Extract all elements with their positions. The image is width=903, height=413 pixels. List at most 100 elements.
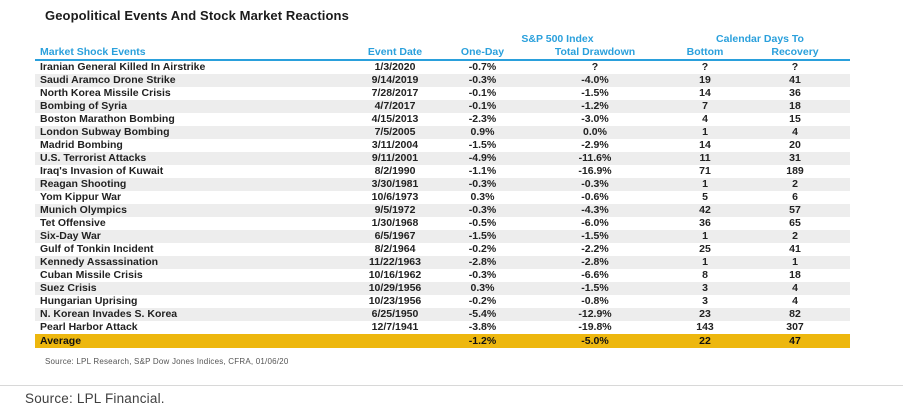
- value-cell: 3: [702, 295, 708, 307]
- value-cell: -0.1%: [468, 100, 497, 112]
- col-header-event-date: Event Date: [345, 46, 445, 61]
- event-name-cell: Saudi Aramco Drone Strike: [40, 74, 176, 86]
- value-cell: -19.8%: [578, 321, 612, 333]
- event-name-cell: Six-Day War: [40, 230, 101, 242]
- value-cell: -6.0%: [581, 217, 609, 229]
- value-cell: 0.3%: [470, 282, 495, 294]
- value-cell: -12.9%: [578, 308, 612, 320]
- value-cell: -3.8%: [468, 321, 497, 333]
- value-cell: -0.7%: [468, 61, 497, 73]
- column-header-row: Market Shock Events Event Date One-Day T…: [35, 46, 851, 61]
- spacer-cell: [345, 32, 445, 46]
- event-name-cell: Bombing of Syria: [40, 100, 127, 112]
- table-row: London Subway Bombing 7/5/2005 0.9% 0.0% 1 4: [35, 126, 851, 139]
- table-row: Six-Day War 6/5/1967 -1.5% -1.5% 1 2: [35, 230, 851, 243]
- col-header-one-day: One-Day: [445, 46, 520, 61]
- event-name-cell: Tet Offensive: [40, 217, 106, 229]
- value-cell: 15: [789, 113, 801, 125]
- value-cell: -4.9%: [468, 152, 497, 164]
- event-name-cell: Boston Marathon Bombing: [40, 113, 175, 125]
- col-header-bottom: Bottom: [670, 46, 740, 61]
- col-header-recovery: Recovery: [740, 46, 851, 61]
- value-cell: -2.2%: [581, 243, 609, 255]
- table-row: Iraq's Invasion of Kuwait 8/2/1990 -1.1% -1…: [35, 165, 850, 178]
- column-group-header-row: S&P 500 Index Calendar Days To: [35, 32, 850, 46]
- value-cell: 1: [702, 230, 708, 242]
- event-name-cell: Reagan Shooting: [40, 178, 127, 190]
- value-cell: 6/5/1967: [374, 230, 416, 242]
- value-cell: -1.2%: [581, 100, 609, 112]
- footer-divider: [0, 385, 903, 386]
- event-name-cell: Kennedy Assassination: [40, 256, 159, 268]
- value-cell: -0.1%: [468, 87, 497, 99]
- value-cell: 10/29/1956: [368, 282, 422, 294]
- table-row: Gulf of Tonkin Incident 8/2/1964 -0.2% -2.2…: [35, 243, 850, 256]
- value-cell: 4: [792, 295, 798, 307]
- value-cell: -2.8%: [581, 256, 609, 268]
- table-row: Bombing of Syria 4/7/2017 -0.1% -1.2% 7 18: [35, 100, 851, 113]
- table-source-note: Source: LPL Research, S&P Dow Jones Indi…: [45, 357, 289, 366]
- table-row: Yom Kippur War 10/6/1973 0.3% -0.6% 5 6: [35, 191, 850, 204]
- value-cell: 9/14/2019: [371, 74, 419, 86]
- value-cell: 4: [792, 126, 798, 138]
- value-cell: 19: [699, 74, 711, 86]
- value-cell: 189: [786, 165, 804, 177]
- value-cell: 7/28/2017: [371, 87, 419, 99]
- value-cell: 3/30/1981: [371, 178, 419, 190]
- value-cell: -0.8%: [581, 295, 609, 307]
- table-row: N. Korean Invades S. Korea 6/25/1950 -5.4%…: [35, 308, 851, 321]
- spacer-cell: [35, 32, 345, 46]
- value-cell: ?: [791, 61, 799, 73]
- value-cell: -2.3%: [468, 113, 497, 125]
- value-cell: 5: [702, 191, 708, 203]
- value-cell: -0.3%: [468, 74, 497, 86]
- value-cell: [345, 334, 445, 348]
- value-cell: 25: [699, 243, 711, 255]
- value-cell: 2: [792, 178, 798, 190]
- value-cell: 3/11/2004: [371, 139, 419, 151]
- value-cell: -4.0%: [581, 74, 609, 86]
- value-cell: 307: [786, 321, 804, 333]
- event-name-cell: Pearl Harbor Attack: [40, 321, 138, 333]
- col-header-market-shock-events: Market Shock Events: [35, 46, 345, 61]
- event-name-cell: Madrid Bombing: [40, 139, 123, 151]
- event-name-cell: Gulf of Tonkin Incident: [40, 243, 154, 255]
- value-cell: -5.0%: [581, 335, 609, 347]
- value-cell: 47: [789, 335, 801, 347]
- value-cell: -3.0%: [581, 113, 609, 125]
- event-name-cell: Iraq's Invasion of Kuwait: [40, 165, 164, 177]
- value-cell: -11.6%: [578, 152, 612, 164]
- value-cell: 14: [699, 139, 711, 151]
- average-row: Average -1.2% -5.0% 22 47: [35, 334, 851, 348]
- event-name-cell: Hungarian Uprising: [40, 295, 138, 307]
- value-cell: 0.9%: [470, 126, 495, 138]
- value-cell: 4: [702, 113, 708, 125]
- value-cell: 7/5/2005: [374, 126, 416, 138]
- table-row: Tet Offensive 1/30/1968 -0.5% -6.0% 36 65: [35, 217, 850, 230]
- value-cell: 11: [699, 152, 711, 164]
- value-cell: -0.3%: [468, 269, 497, 281]
- events-table: S&P 500 Index Calendar Days To Market Sh…: [35, 32, 851, 348]
- value-cell: 6/25/1950: [371, 308, 419, 320]
- value-cell: -1.5%: [581, 230, 609, 242]
- table-row: Suez Crisis 10/29/1956 0.3% -1.5% 3 4: [35, 282, 851, 295]
- value-cell: -5.4%: [468, 308, 497, 320]
- value-cell: 23: [699, 308, 711, 320]
- chart-figure: Geopolitical Events And Stock Market Rea…: [35, 8, 851, 366]
- table-row: Kennedy Assassination 11/22/1963 -2.8% -2.8…: [35, 256, 851, 269]
- value-cell: 0.3%: [470, 191, 495, 203]
- value-cell: 1: [702, 178, 708, 190]
- chart-title: Geopolitical Events And Stock Market Rea…: [45, 8, 349, 23]
- value-cell: 65: [789, 217, 801, 229]
- event-name-cell: Yom Kippur War: [40, 191, 122, 203]
- value-cell: 18: [789, 269, 801, 281]
- value-cell: 42: [699, 204, 711, 216]
- value-cell: 8: [702, 269, 708, 281]
- value-cell: 18: [789, 100, 801, 112]
- value-cell: 1: [792, 256, 798, 268]
- value-cell: -2.9%: [581, 139, 609, 151]
- event-name-cell: Cuban Missile Crisis: [40, 269, 143, 281]
- value-cell: 20: [789, 139, 801, 151]
- table-body: Iranian General Killed In Airstrike 1/3/2…: [35, 60, 851, 348]
- footer-source: Source: LPL Financial.: [25, 391, 165, 406]
